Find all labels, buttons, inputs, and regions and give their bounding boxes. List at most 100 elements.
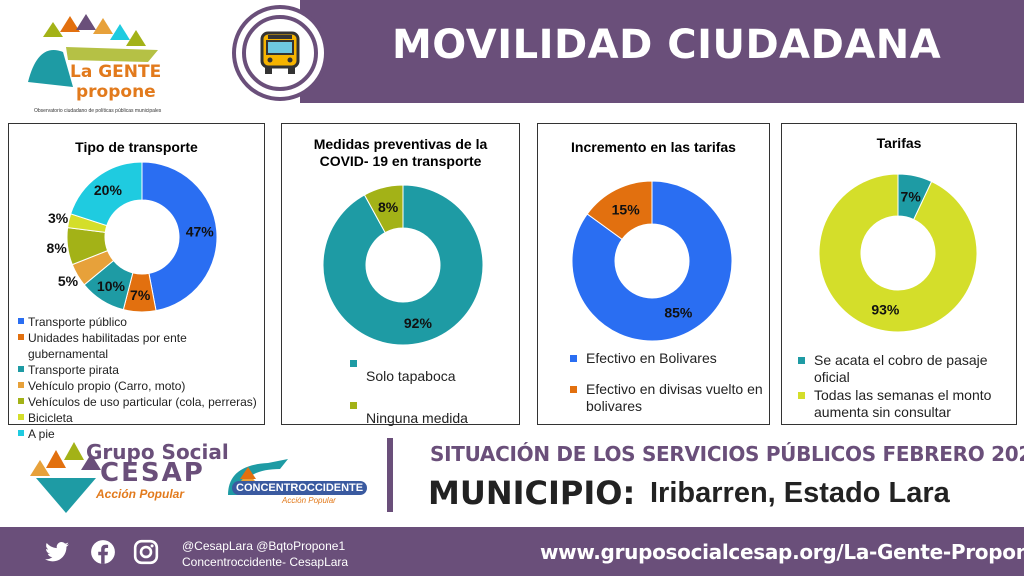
legend-swatch xyxy=(18,430,24,436)
chart-title: Medidas preventivas de la COVID- 19 en t… xyxy=(313,136,488,169)
donut-chart-medidas-covid: 92% 8% xyxy=(322,184,484,346)
chart-legend: Solo tapaboca Ninguna medida xyxy=(350,355,515,439)
donut-slice xyxy=(571,180,733,342)
legend-swatch xyxy=(350,360,357,367)
donut-slice xyxy=(586,180,653,240)
header-band xyxy=(300,0,1024,103)
chart-legend: Se acata el cobro de pasaje oficial Todas… xyxy=(798,352,1013,421)
donut-chart-incremento-tarifas: 85% 15% xyxy=(571,180,733,342)
legend-label: Vehículo propio (Carro, moto) xyxy=(28,379,186,393)
bus-badge xyxy=(232,5,328,101)
legend-swatch xyxy=(18,414,24,420)
website-link[interactable]: www.gruposocialcesap.org/La-Gente-Propon… xyxy=(540,540,1024,564)
legend-label: Ninguna medida xyxy=(366,410,468,426)
social-handles-line2: Concentroccidente- CesapLara xyxy=(182,555,349,569)
legend-swatch xyxy=(18,382,24,388)
legend-item: Transporte pirata xyxy=(18,362,263,378)
donut-slice xyxy=(818,173,978,333)
legend-item: Vehículos de uso particular (cola, perre… xyxy=(18,394,263,410)
data-label: 5% xyxy=(58,273,79,289)
data-label: 15% xyxy=(612,201,641,217)
legend-item: Unidades habilitadas por ente gubernamen… xyxy=(18,330,263,362)
cesap-logo-mark xyxy=(30,442,101,513)
data-label: 10% xyxy=(97,278,126,294)
legend-label: Bicicleta xyxy=(28,411,73,425)
legend-label: Unidades habilitadas por ente gubernamen… xyxy=(28,331,187,361)
social-handles-line1: @CesapLara @BqtoPropone1 xyxy=(182,539,346,553)
chart-panel-incremento-tarifas: Incremento en las tarifas 85% 15% Efectiv… xyxy=(537,123,770,425)
facebook-icon[interactable] xyxy=(90,539,116,565)
chart-panel-medidas-covid: Medidas preventivas de la COVID- 19 en t… xyxy=(281,123,520,426)
concentroccidente-name: CONCENTROCCIDENTE xyxy=(232,481,368,495)
donut-slice xyxy=(70,161,143,227)
legend-item: Ninguna medida xyxy=(350,397,515,439)
donut-chart-tarifas: 7% 93% xyxy=(818,173,978,333)
cesap-tagline: Acción Popular xyxy=(96,487,185,501)
chart-title: Tarifas xyxy=(876,135,922,151)
donut-slice xyxy=(363,184,404,234)
municipio-label: MUNICIPIO: xyxy=(428,474,636,512)
logo-line2: propone xyxy=(76,82,156,102)
legend-label: Todas las semanas el monto aumenta sin c… xyxy=(814,387,992,420)
page-title: MOVILIDAD CIUDADANA xyxy=(392,22,942,68)
data-label: 92% xyxy=(404,315,433,331)
legend-label: Efectivo en Bolivares xyxy=(586,350,717,366)
legend-label: Vehículos de uso particular (cola, perre… xyxy=(28,395,257,409)
legend-label: Transporte pirata xyxy=(28,363,119,377)
data-label: 47% xyxy=(186,224,215,240)
legend-swatch xyxy=(570,386,577,393)
legend-swatch xyxy=(18,366,24,372)
data-label: 7% xyxy=(130,287,151,303)
instagram-icon[interactable] xyxy=(133,539,159,565)
concentroccidente-tagline: Acción Popular xyxy=(282,496,336,505)
chart-legend: Transporte público Unidades habilitadas p… xyxy=(18,314,263,442)
legend-label: Efectivo en divisas vuelto en bolivares xyxy=(586,381,763,414)
cesap-title: Grupo Social xyxy=(86,440,229,464)
data-label: 3% xyxy=(48,210,69,226)
legend-item: Efectivo en Bolivares xyxy=(570,350,765,367)
data-label: 7% xyxy=(901,188,922,204)
donut-slice xyxy=(141,161,218,312)
data-label: 8% xyxy=(47,240,68,256)
legend-label: Solo tapaboca xyxy=(366,368,456,384)
legend-swatch xyxy=(798,392,805,399)
legend-item: Todas las semanas el monto aumenta sin c… xyxy=(798,387,1013,421)
footer-band xyxy=(0,527,1024,576)
data-label: 93% xyxy=(871,302,900,318)
chart-panel-tipo-transporte: Tipo de transporte 47% 7% 10% 5% 8% 3% 20% Tra… xyxy=(8,123,265,441)
legend-item: Transporte público xyxy=(18,314,263,330)
twitter-icon[interactable] xyxy=(44,539,70,565)
situacion-heading: SITUACIÓN DE LOS SERVICIOS PÚBLICOS FEBR… xyxy=(430,442,1024,466)
divider xyxy=(387,438,393,512)
la-gente-propone-logo xyxy=(28,14,158,87)
legend-item: Solo tapaboca xyxy=(350,355,515,397)
legend-swatch xyxy=(18,398,24,404)
chart-title: Incremento en las tarifas xyxy=(571,139,736,155)
legend-item: Bicicleta xyxy=(18,410,263,426)
bus-icon xyxy=(260,31,300,74)
legend-label: Transporte público xyxy=(28,315,127,329)
chart-legend: Efectivo en Bolivares Efectivo en divisas… xyxy=(570,350,765,415)
legend-item: Vehículo propio (Carro, moto) xyxy=(18,378,263,394)
donut-slice xyxy=(322,184,484,346)
legend-label: Se acata el cobro de pasaje oficial xyxy=(814,352,988,385)
logo-tagline: Observatorio ciudadano de políticas públ… xyxy=(34,108,162,114)
data-label: 20% xyxy=(94,182,123,198)
data-label: 8% xyxy=(378,199,399,215)
legend-swatch xyxy=(18,318,24,324)
chart-panel-tarifas: Tarifas 7% 93% Se acata el cobro de pasaj… xyxy=(781,123,1017,425)
legend-label: A pie xyxy=(28,427,55,441)
legend-swatch xyxy=(18,334,24,340)
legend-swatch xyxy=(570,355,577,362)
donut-chart-tipo-transporte: 47% 7%10% 5% 8% 3% 20% xyxy=(47,161,218,313)
legend-item: Efectivo en divisas vuelto en bolivares xyxy=(570,381,765,415)
legend-swatch xyxy=(798,357,805,364)
municipio-value: Iribarren, Estado Lara xyxy=(650,477,950,509)
chart-title: Tipo de transporte xyxy=(75,139,198,155)
logo-line1: La GENTE xyxy=(70,62,162,82)
data-label: 85% xyxy=(664,305,693,321)
legend-item: Se acata el cobro de pasaje oficial xyxy=(798,352,1013,386)
legend-item: A pie xyxy=(18,426,263,442)
legend-swatch xyxy=(350,402,357,409)
cesap-word: CESAP xyxy=(100,458,205,488)
